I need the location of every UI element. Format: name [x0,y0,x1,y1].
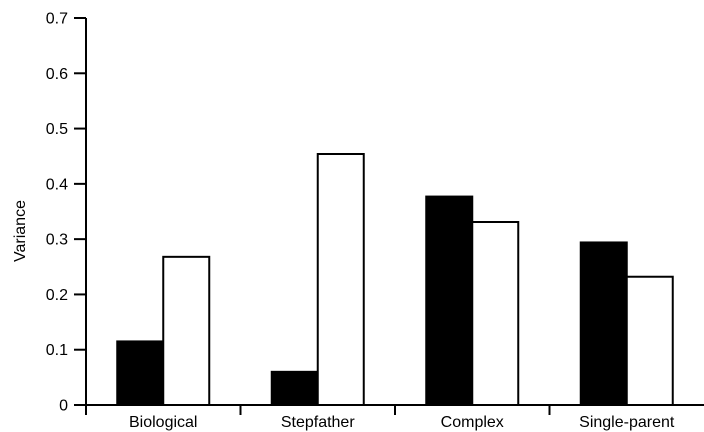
x-category-label: Biological [129,414,197,431]
bar-open-single-parent [625,275,674,407]
x-category-label: Single-parent [579,414,675,431]
bar-open-stepfather [316,153,365,406]
y-tick-label: 0.7 [46,11,68,28]
x-category-label: Stepfather [281,414,356,431]
y-tick-label: 0.4 [46,176,68,193]
bar-open-complex [471,221,520,406]
bars-group [116,153,674,407]
y-axis: 0 0.1 0.2 0.3 0.4 0.5 0.6 0.7 [46,11,87,415]
y-tick-label: 0.2 [46,287,68,304]
bar-open-biological [162,255,211,406]
x-category-label: Complex [441,414,504,431]
y-axis-title: Variance [12,200,29,262]
y-tick-label: 0 [59,398,68,415]
x-axis: Biological Stepfather Complex Single-parent [85,404,704,431]
bar-filled-single-parent [579,241,628,406]
y-tick-label: 0.3 [46,232,68,249]
y-tick-label: 0.6 [46,66,68,83]
y-tick-label: 0.5 [46,121,68,138]
bar-filled-complex [425,195,474,406]
y-tick-label: 0.1 [46,342,68,359]
bar-filled-stepfather [270,370,319,407]
bar-filled-biological [116,340,165,406]
